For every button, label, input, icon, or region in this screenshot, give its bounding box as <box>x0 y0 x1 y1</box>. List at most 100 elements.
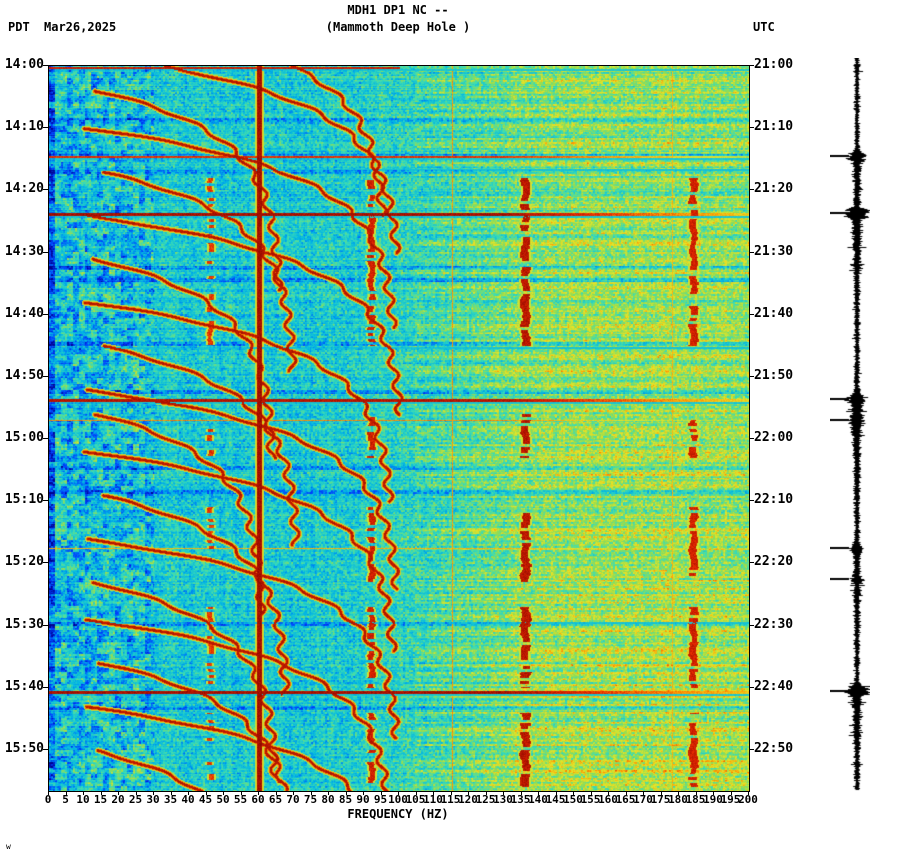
left-time-label: 14:00 <box>4 57 44 72</box>
freq-tick <box>450 791 452 795</box>
right-time-label: 21:20 <box>754 181 794 197</box>
freq-tick-label: 150 <box>563 793 583 806</box>
freq-tick <box>748 791 749 795</box>
freq-tick <box>608 791 609 795</box>
freq-tick <box>713 791 714 795</box>
right-axis-tick <box>749 500 754 502</box>
freq-tick-label: 80 <box>321 793 335 806</box>
freq-tick <box>223 791 224 795</box>
left-time-label: 15:50 <box>4 740 44 756</box>
freq-tick-label: 25 <box>128 793 143 806</box>
freq-tick-label: 65 <box>268 793 283 806</box>
left-time-label: 15:30 <box>4 616 44 632</box>
freq-tick <box>380 791 382 795</box>
right-axis-tick <box>749 251 754 253</box>
freq-tick-label: 40 <box>181 793 195 806</box>
left-axis-tick <box>43 562 48 564</box>
left-axis-tick <box>43 251 48 253</box>
freq-tick-label: 30 <box>146 793 160 806</box>
left-axis-tick <box>43 624 48 626</box>
freq-tick <box>100 791 102 795</box>
freq-tick-label: 160 <box>598 793 618 806</box>
date-label: Mar26,2025 <box>44 20 117 34</box>
freq-tick <box>48 791 49 795</box>
freq-tick-label: 180 <box>668 793 688 806</box>
freq-tick-label: 90 <box>356 793 370 806</box>
freq-tick-label: 145 <box>545 793 566 806</box>
right-time-label: 22:40 <box>754 678 794 694</box>
left-time-label: 14:40 <box>4 305 44 321</box>
right-time-label: 22:10 <box>754 492 794 508</box>
freq-tick-label: 10 <box>76 793 90 806</box>
left-time-label: 14:10 <box>4 119 44 135</box>
freq-tick-label: 20 <box>111 793 125 806</box>
right-time-label: 21:40 <box>754 305 794 321</box>
freq-tick <box>65 791 67 795</box>
freq-tick <box>730 791 732 795</box>
freq-tick <box>118 791 119 795</box>
right-axis-tick <box>749 438 754 440</box>
freq-tick <box>188 791 189 795</box>
freq-tick-label: 170 <box>633 793 653 806</box>
seismogram-trace-canvas <box>830 58 870 793</box>
freq-tick-label: 120 <box>458 793 478 806</box>
freq-tick-label: 130 <box>493 793 513 806</box>
freq-tick-label: 140 <box>528 793 548 806</box>
freq-tick <box>363 791 364 795</box>
timezone-right-label: UTC <box>753 20 775 34</box>
left-axis-tick <box>43 313 48 315</box>
left-time-label: 14:30 <box>4 243 44 259</box>
right-axis-tick <box>749 686 754 688</box>
right-time-label: 22:30 <box>754 616 794 632</box>
freq-tick-label: 175 <box>650 793 671 806</box>
freq-tick <box>275 791 277 795</box>
freq-tick <box>345 791 347 795</box>
left-time-label: 15:10 <box>4 492 44 508</box>
right-time-label: 22:20 <box>754 554 794 570</box>
freq-tick-label: 165 <box>615 793 636 806</box>
freq-tick-label: 5 <box>62 793 69 806</box>
timezone-left-label: PDT <box>8 20 30 34</box>
freq-tick <box>398 791 399 795</box>
freq-tick-label: 70 <box>286 793 300 806</box>
right-time-label: 22:50 <box>754 740 794 756</box>
freq-tick-label: 45 <box>198 793 213 806</box>
right-time-label: 21:50 <box>754 367 794 383</box>
right-axis-tick <box>749 65 754 66</box>
freq-tick-label: 110 <box>423 793 443 806</box>
freq-tick <box>310 791 312 795</box>
freq-tick-label: 35 <box>163 793 178 806</box>
x-axis-title: FREQUENCY (HZ) <box>347 807 449 821</box>
freq-tick <box>468 791 469 795</box>
freq-tick <box>205 791 207 795</box>
freq-tick <box>660 791 662 795</box>
freq-tick <box>328 791 329 795</box>
freq-tick <box>573 791 574 795</box>
right-axis-tick <box>749 313 754 315</box>
left-axis-tick <box>43 65 48 66</box>
freq-tick-label: 0 <box>44 793 52 806</box>
right-axis-tick <box>749 624 754 626</box>
right-axis-tick <box>749 189 754 191</box>
left-axis-tick <box>43 189 48 191</box>
right-axis-tick <box>749 127 754 129</box>
freq-tick <box>625 791 627 795</box>
right-axis-tick <box>749 375 754 377</box>
freq-tick <box>678 791 679 795</box>
left-axis-tick <box>43 748 48 750</box>
left-axis-tick <box>43 375 48 377</box>
right-time-label: 21:30 <box>754 243 794 259</box>
right-axis-tick <box>749 748 754 750</box>
freq-tick <box>555 791 557 795</box>
freq-tick <box>485 791 487 795</box>
freq-tick <box>643 791 644 795</box>
freq-tick-label: 200 <box>738 793 758 806</box>
freq-tick <box>153 791 154 795</box>
left-time-label: 15:00 <box>4 430 44 446</box>
right-time-label: 22:00 <box>754 430 794 446</box>
freq-tick-label: 100 <box>388 793 408 806</box>
left-axis-tick <box>43 686 48 688</box>
right-time-label: 21:10 <box>754 119 794 135</box>
freq-tick <box>415 791 417 795</box>
freq-tick <box>590 791 592 795</box>
